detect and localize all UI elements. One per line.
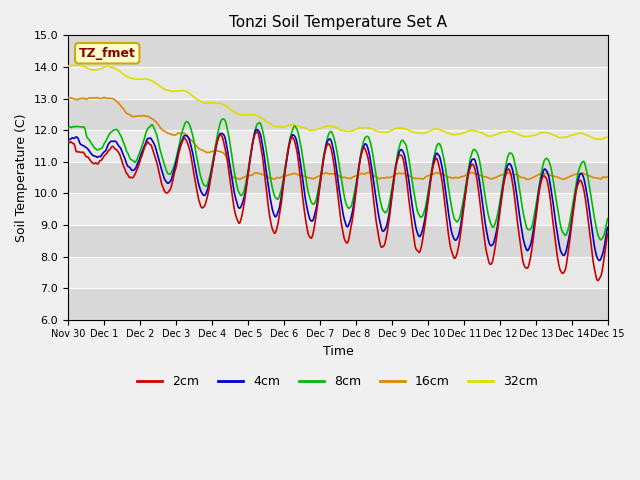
X-axis label: Time: Time: [323, 345, 353, 358]
Y-axis label: Soil Temperature (C): Soil Temperature (C): [15, 113, 28, 242]
Text: TZ_fmet: TZ_fmet: [79, 47, 136, 60]
Bar: [68, 36, 608, 67]
Bar: [68, 256, 608, 288]
Bar: [68, 288, 608, 320]
Bar: [68, 98, 608, 130]
Bar: [68, 130, 608, 162]
Legend: 2cm, 4cm, 8cm, 16cm, 32cm: 2cm, 4cm, 8cm, 16cm, 32cm: [132, 370, 543, 393]
Bar: [68, 225, 608, 256]
Bar: [68, 193, 608, 225]
Title: Tonzi Soil Temperature Set A: Tonzi Soil Temperature Set A: [229, 15, 447, 30]
Bar: [68, 67, 608, 98]
Bar: [68, 162, 608, 193]
